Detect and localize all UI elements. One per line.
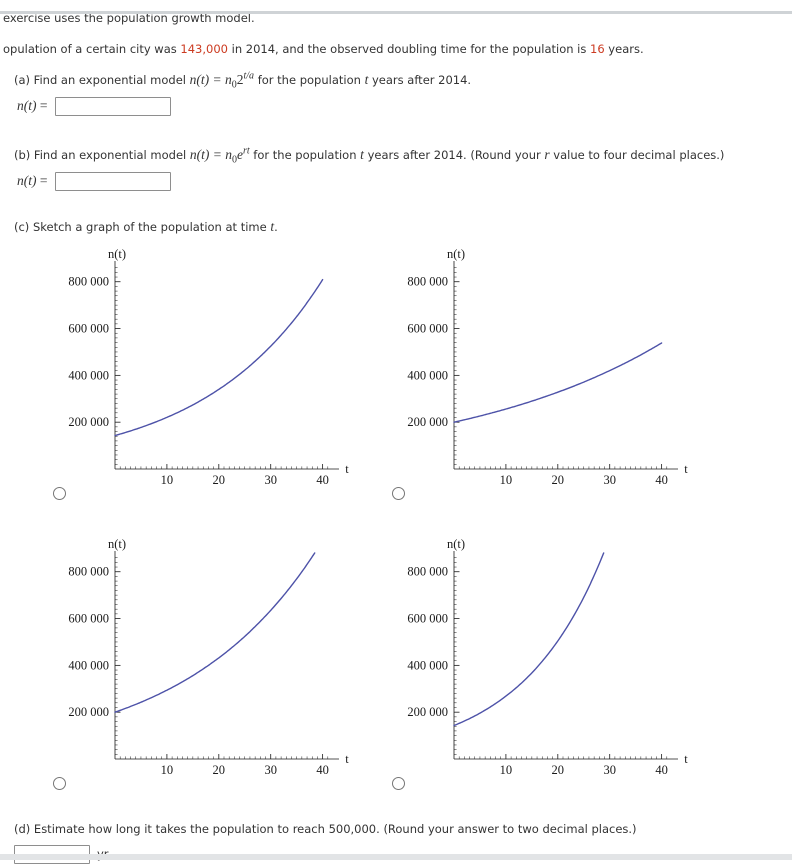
problem-statement: opulation of a certain city was 143,000 … xyxy=(3,42,792,56)
graph-option-radio-2[interactable] xyxy=(392,486,405,500)
intro-text-post: years. xyxy=(604,42,644,56)
graph-option-1: 10 20 30 40 200 000 400 000 600 000 800 000 n(t)… xyxy=(49,247,354,501)
part-a-text-pre: (a) Find an exponential model xyxy=(14,73,190,87)
part-b-text-mid: for the population xyxy=(249,147,361,162)
population-curve xyxy=(453,341,663,423)
part-b-answer-input[interactable] xyxy=(54,171,171,191)
part-a-text-post: years after 2014. xyxy=(368,73,472,87)
bottom-border xyxy=(0,854,792,860)
part-c-text-pre: (c) Sketch a graph of the population at … xyxy=(14,219,271,234)
y-tick-label: 200 000 xyxy=(407,705,448,719)
intro-text-pre: opulation of a certain city was xyxy=(3,42,181,56)
x-tick-label: 40 xyxy=(316,763,329,777)
y-tick-label: 800 000 xyxy=(68,564,109,578)
population-curve xyxy=(453,551,605,726)
graph-option-radio-4[interactable] xyxy=(392,776,405,790)
y-tick-label: 400 000 xyxy=(407,658,448,672)
x-axis-label: t xyxy=(345,462,349,476)
population-curve xyxy=(114,551,316,713)
part-b-text-post2: value to four decimal places.) xyxy=(549,147,725,162)
x-tick-label: 10 xyxy=(500,763,513,777)
y-axis-label: n(t) xyxy=(108,537,126,551)
x-tick-label: 40 xyxy=(655,473,668,487)
part-b-answer-row: n(t) = xyxy=(17,171,792,191)
graph-option-radio-3[interactable] xyxy=(53,776,66,790)
part-a-text-mid: for the population xyxy=(254,73,365,87)
part-b-text-pre: (b) Find an exponential model xyxy=(14,147,190,162)
doubling-time-value: 16 xyxy=(590,42,605,56)
y-tick-label: 600 000 xyxy=(407,321,448,335)
x-tick-label: 10 xyxy=(500,473,513,487)
x-tick-label: 10 xyxy=(161,763,174,777)
y-tick-label: 600 000 xyxy=(407,611,448,625)
x-tick-label: 20 xyxy=(552,763,565,777)
y-tick-label: 600 000 xyxy=(68,321,109,335)
exercise-intro-line: exercise uses the population growth mode… xyxy=(3,11,255,25)
y-tick-label: 800 000 xyxy=(407,564,448,578)
y-tick-label: 400 000 xyxy=(407,368,448,382)
population-graph-svg-1: 10 20 30 40 200 000 400 000 600 000 800 000 n(t)… xyxy=(68,247,349,487)
x-tick-label: 30 xyxy=(264,763,277,777)
y-tick-label: 200 000 xyxy=(407,415,448,429)
population-graph-svg-3: 10 20 30 40 200 000 400 000 600 000 800 000 n(t)… xyxy=(68,537,349,777)
initial-population-value: 143,000 xyxy=(180,42,228,56)
part-b-text-post: years after 2014. (Round your xyxy=(363,147,545,162)
y-tick-label: 800 000 xyxy=(407,274,448,288)
y-tick-label: 400 000 xyxy=(68,368,109,382)
intro-text-mid: in 2014, and the observed doubling time … xyxy=(227,42,591,56)
y-axis-label: n(t) xyxy=(447,247,465,261)
part-d-prompt: (d) Estimate how long it takes the popul… xyxy=(14,821,637,836)
y-axis-label: n(t) xyxy=(108,247,126,261)
part-a-prompt: (a) Find an exponential model n(t) = n02… xyxy=(14,71,792,90)
variable-t: t xyxy=(360,146,364,162)
part-b-prompt: (b) Find an exponential model n(t) = n0e… xyxy=(14,146,792,165)
population-graph-svg-4: 10 20 30 40 200 000 400 000 600 000 800 000 n(t)… xyxy=(407,537,688,777)
graph-option-radio-1[interactable] xyxy=(53,486,66,500)
variable-r: r xyxy=(544,146,550,162)
part-a-answer-label: n(t) = xyxy=(17,98,48,114)
part-c-prompt: (c) Sketch a graph of the population at … xyxy=(14,218,792,237)
graph-row-top: 10 20 30 40 200 000 400 000 600 000 800 000 n(t)… xyxy=(0,247,792,501)
y-tick-label: 200 000 xyxy=(68,705,109,719)
part-a-model-formula: n(t) = n02t/a xyxy=(189,70,255,91)
y-tick-label: 800 000 xyxy=(68,274,109,288)
graph-option-3: 10 20 30 40 200 000 400 000 600 000 800 000 n(t)… xyxy=(49,537,354,791)
graph-row-bottom: 10 20 30 40 200 000 400 000 600 000 800 000 n(t)… xyxy=(0,537,792,791)
part-c-text-post: . xyxy=(274,219,278,234)
part-b-answer-label: n(t) = xyxy=(17,173,48,189)
x-tick-label: 20 xyxy=(552,473,565,487)
y-tick-label: 400 000 xyxy=(68,658,109,672)
x-axis-label: t xyxy=(345,752,349,766)
x-tick-label: 40 xyxy=(655,763,668,777)
x-axis-label: t xyxy=(684,752,688,766)
graph-answer-choices: 10 20 30 40 200 000 400 000 600 000 800 000 n(t)… xyxy=(0,247,792,791)
x-tick-label: 30 xyxy=(603,473,616,487)
y-tick-label: 600 000 xyxy=(68,611,109,625)
graph-option-4: 10 20 30 40 200 000 400 000 600 000 800 000 n(t)… xyxy=(388,537,693,791)
part-a-answer-row: n(t) = xyxy=(17,96,792,116)
population-graph-svg-2: 10 20 30 40 200 000 400 000 600 000 800 000 n(t)… xyxy=(407,247,688,487)
x-tick-label: 20 xyxy=(213,763,226,777)
x-axis-label: t xyxy=(684,462,688,476)
variable-t: t xyxy=(364,72,369,87)
graph-option-2: 10 20 30 40 200 000 400 000 600 000 800 000 n(t)… xyxy=(388,247,693,501)
part-a-answer-input[interactable] xyxy=(54,96,171,116)
x-tick-label: 10 xyxy=(161,473,174,487)
top-border xyxy=(0,11,792,14)
x-tick-label: 30 xyxy=(264,473,277,487)
variable-t: t xyxy=(270,218,275,234)
y-tick-label: 200 000 xyxy=(68,415,109,429)
x-tick-label: 20 xyxy=(213,473,226,487)
x-tick-label: 30 xyxy=(603,763,616,777)
exercise-page: exercise uses the population growth mode… xyxy=(0,11,792,864)
y-axis-label: n(t) xyxy=(447,537,465,551)
part-b-model-formula: n(t) = n0ert xyxy=(189,145,250,166)
population-curve xyxy=(114,278,324,436)
x-tick-label: 40 xyxy=(316,473,329,487)
